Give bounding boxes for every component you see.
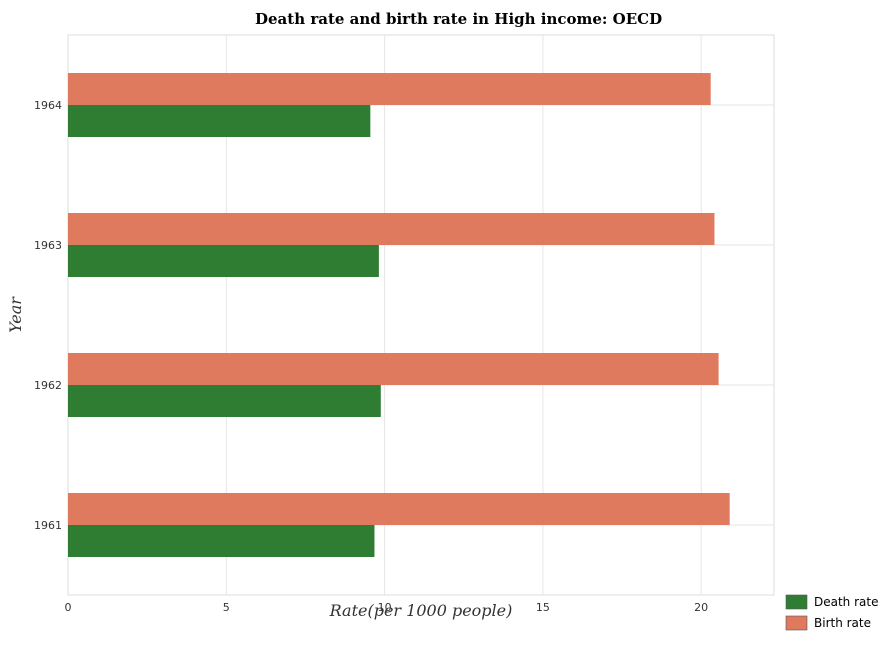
death-rate-bar xyxy=(68,385,381,417)
x-ticks: 0 5 10 15 20 xyxy=(65,601,709,614)
y-tick-label: 1962 xyxy=(34,379,62,392)
birth-rate-bar xyxy=(68,353,719,385)
legend: Death rate Birth rate xyxy=(785,594,878,631)
y-ticks: 1961 1962 1963 1964 xyxy=(34,99,62,532)
bars xyxy=(68,73,730,557)
legend-swatch xyxy=(785,615,808,631)
x-tick-label: 10 xyxy=(378,601,392,614)
y-tick-label: 1964 xyxy=(34,99,62,112)
x-axis-label: Rate(per 1000 people) xyxy=(329,601,513,620)
chart-title: Death rate and birth rate in High income… xyxy=(255,10,662,28)
x-tick-label: 15 xyxy=(536,601,550,614)
x-tick-label: 5 xyxy=(223,601,230,614)
plot-frame xyxy=(67,34,775,596)
x-tick-label: 0 xyxy=(65,601,72,614)
legend-label: Death rate xyxy=(814,595,878,609)
legend-label: Birth rate xyxy=(814,616,871,630)
birth-rate-bar xyxy=(68,493,730,525)
y-axis-label: Year xyxy=(6,296,25,333)
birth-rate-bar xyxy=(68,213,715,245)
x-tick-label: 20 xyxy=(694,601,708,614)
y-tick-label: 1961 xyxy=(34,519,62,532)
birth-rate-bar xyxy=(68,73,711,105)
death-rate-bar xyxy=(68,525,375,557)
legend-swatch xyxy=(785,594,808,610)
death-rate-bar xyxy=(68,245,379,277)
death-rate-bar xyxy=(68,105,371,137)
y-tick-label: 1963 xyxy=(34,239,62,252)
